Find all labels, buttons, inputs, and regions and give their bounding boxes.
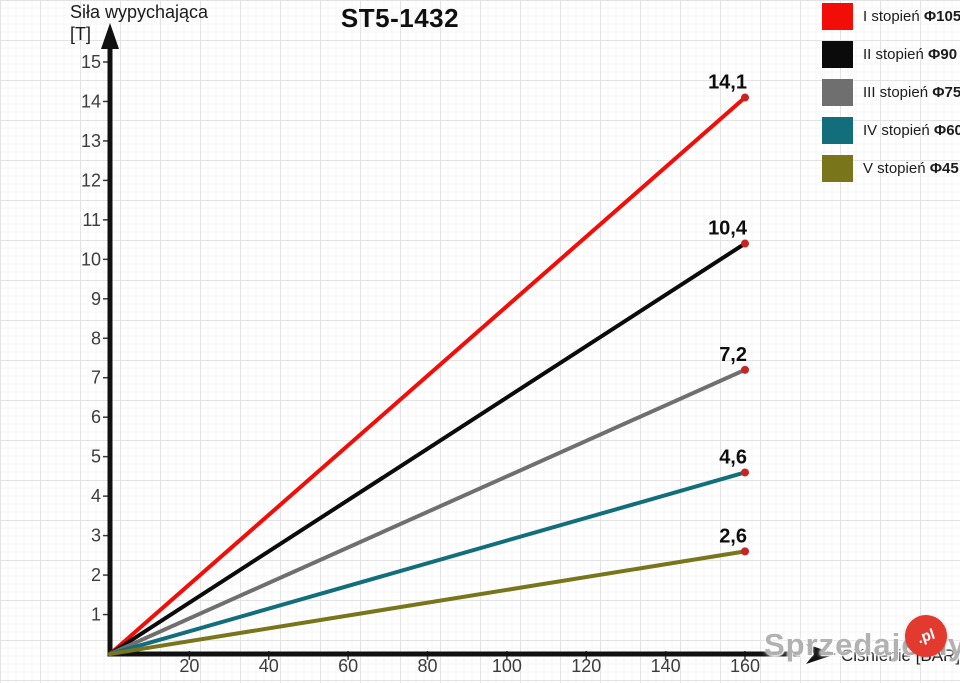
legend-label: IV stopień Φ60 [863, 122, 960, 139]
series-line [108, 95, 747, 656]
y-tick-label: 11 [82, 210, 101, 230]
series-line [108, 241, 747, 656]
x-tick-label: 100 [492, 656, 522, 676]
y-tick-label: 9 [91, 289, 101, 309]
y-tick-label: 8 [91, 328, 101, 348]
legend-item: II stopień Φ90 [822, 41, 960, 68]
series-end-label: 2,6 [719, 525, 747, 547]
legend-item: IV stopień Φ60 [822, 117, 960, 144]
y-axis-label: Siła wypychająca [T] [70, 1, 208, 45]
legend-label: I stopień Φ105 [863, 8, 960, 25]
x-tick-label: 120 [571, 656, 601, 676]
y-tick-label: 12 [81, 170, 101, 190]
x-tick-label: 140 [651, 656, 681, 676]
series-endpoint [741, 365, 749, 374]
legend-item: V stopień Φ45 [822, 155, 960, 182]
legend-swatch [822, 3, 853, 30]
x-tick-label: 40 [259, 656, 279, 676]
y-axis-arrow-icon [101, 23, 119, 49]
series-endpoint [741, 239, 749, 248]
y-tick-label: 5 [91, 447, 101, 467]
y-tick-label: 15 [81, 52, 101, 72]
y-tick-label: 3 [91, 526, 101, 546]
series-end-label: 10,4 [708, 218, 748, 240]
x-tick-label: 80 [417, 656, 437, 676]
series-line [108, 470, 747, 656]
x-tick-label: 20 [179, 656, 199, 676]
y-tick-label: 4 [91, 486, 101, 506]
y-tick-label: 13 [81, 131, 101, 151]
series-endpoint [741, 468, 749, 477]
y-tick-label: 1 [91, 605, 101, 625]
legend-item: I stopień Φ105 [822, 3, 960, 30]
legend-label: II stopień Φ90 [863, 46, 958, 63]
series-line [108, 549, 747, 656]
x-axis-arrow-icon [806, 644, 836, 664]
y-tick-label: 7 [91, 368, 101, 388]
series-end-label: 4,6 [719, 446, 747, 468]
legend: I stopień Φ105 II stopień Φ90 III stopień … [822, 3, 960, 193]
legend-item: III stopień Φ75 [822, 79, 960, 106]
series-endpoint [741, 547, 749, 556]
series-end-label: 7,2 [719, 344, 747, 366]
legend-swatch [822, 117, 853, 144]
legend-label: III stopień Φ75 [863, 84, 960, 101]
y-tick-label: 6 [91, 407, 101, 427]
series-end-label: 14,1 [708, 72, 747, 94]
legend-swatch [822, 79, 853, 106]
y-tick-label: 10 [81, 249, 101, 269]
x-tick-label: 160 [730, 656, 760, 676]
x-tick-label: 60 [338, 656, 358, 676]
y-tick-label: 14 [81, 91, 101, 111]
y-tick-label: 2 [91, 565, 101, 585]
chart-title: ST5-1432 [340, 3, 460, 33]
legend-label: V stopień Φ45 [863, 160, 959, 177]
series-line [108, 367, 747, 656]
legend-swatch [822, 41, 853, 68]
y-axis-label-line1: Siła wypychająca [70, 2, 209, 22]
y-axis-label-line2: [T] [70, 24, 91, 44]
legend-swatch [822, 155, 853, 182]
series-endpoint [741, 93, 749, 102]
